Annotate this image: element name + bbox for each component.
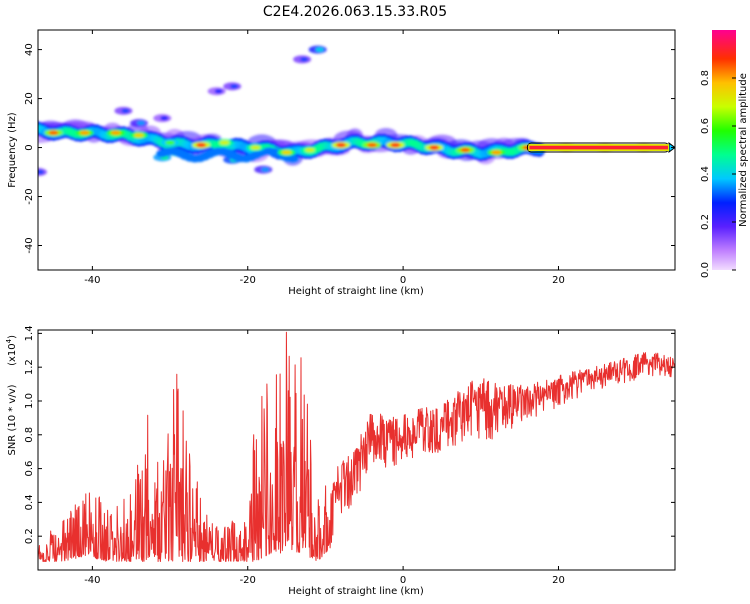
spectrogram-x-label: Height of straight line (km) bbox=[288, 286, 424, 297]
colorbar-gradient bbox=[712, 30, 736, 270]
snr-y-tick-label: 0.8 bbox=[24, 427, 35, 443]
snr-scale-exponent: 4 bbox=[5, 338, 13, 343]
spectrogram-blob-core bbox=[367, 142, 378, 148]
spectrogram-blob-core bbox=[390, 142, 401, 148]
spectrogram-blob-core bbox=[304, 147, 315, 153]
colorbar-tick-label: 0.4 bbox=[700, 166, 711, 182]
spectrogram-secondary-core bbox=[261, 167, 270, 172]
spectrogram-y-tick-label: -40 bbox=[24, 237, 35, 253]
colorbar: 0.0 0.2 0.4 0.6 0.8 Normalized spectral ampl… bbox=[700, 30, 749, 278]
spectrogram-y-tick-label: 20 bbox=[24, 92, 35, 105]
spectrogram-secondary-core bbox=[121, 108, 130, 113]
spectrogram-blob-core bbox=[219, 140, 230, 145]
spectrogram-blob-core bbox=[460, 147, 471, 153]
spectrogram-blob-core bbox=[281, 150, 292, 155]
snr-y-tick-label: 1.4 bbox=[24, 325, 35, 341]
snr-scale-label: (x104) bbox=[5, 335, 18, 366]
spectrogram-blob-core bbox=[491, 150, 502, 155]
snr-scale-prefix: (x10 bbox=[7, 343, 18, 366]
spectrogram-x-tick-label: -20 bbox=[240, 275, 256, 286]
spectrogram-tail-core bbox=[529, 145, 668, 150]
spectrogram-secondary-core bbox=[214, 89, 223, 94]
snr-y-ticks: 1.4 1.2 1.0 0.8 0.6 0.4 0.2 bbox=[24, 325, 675, 544]
snr-x-ticks: -40 -20 0 20 bbox=[84, 330, 565, 586]
spectrogram-blob-core bbox=[196, 142, 207, 148]
spectrogram-blob-group bbox=[38, 45, 653, 177]
spectrogram-blob-core bbox=[250, 145, 261, 150]
spectrogram-blob-core bbox=[133, 133, 144, 138]
spectrogram-y-tick-label: -20 bbox=[24, 188, 35, 204]
snr-y-tick-label: 1.2 bbox=[24, 359, 35, 375]
colorbar-label: Normalized spectral amplitude bbox=[738, 73, 749, 227]
snr-y-label: SNR (10 * v/v) bbox=[7, 384, 18, 455]
spectrogram-x-ticks: -40 -20 0 20 bbox=[84, 30, 565, 286]
snr-series-line bbox=[38, 331, 675, 562]
spectrogram-y-tick-label: 0 bbox=[24, 144, 35, 150]
spectrogram-secondary-core bbox=[160, 116, 169, 121]
snr-panel: -40 -20 0 20 1.4 1.2 1.0 0.8 0.6 0.4 0.2 Height o… bbox=[5, 325, 676, 597]
spectrogram-secondary-core bbox=[136, 121, 145, 126]
snr-y-tick-label: 0.6 bbox=[24, 461, 35, 477]
colorbar-tick-label: 0.8 bbox=[700, 70, 711, 86]
colorbar-ticks: 0.0 0.2 0.4 0.6 0.8 bbox=[700, 70, 736, 278]
colorbar-tick-label: 0.0 bbox=[700, 262, 711, 278]
spectrogram-y-ticks: 40 20 0 -20 -40 bbox=[24, 43, 675, 254]
spectrogram-frame bbox=[37, 29, 676, 271]
svg-text:(x104): (x104) bbox=[5, 335, 18, 366]
snr-x-tick-label: 20 bbox=[552, 575, 565, 586]
spectrogram-blob-core bbox=[48, 130, 59, 136]
snr-y-tick-label: 0.2 bbox=[24, 528, 35, 544]
colorbar-tick-label: 0.2 bbox=[700, 214, 711, 230]
spectrogram-blob-core bbox=[110, 130, 121, 136]
spectrogram-blob-core bbox=[165, 140, 176, 145]
spectrogram-blob-core bbox=[335, 142, 346, 148]
spectrogram-x-tick-label: -40 bbox=[84, 275, 100, 286]
spectrogram-lower-band bbox=[286, 154, 299, 163]
spectrogram-secondary-core bbox=[300, 57, 309, 62]
spectrogram-y-label: Frequency (Hz) bbox=[7, 112, 18, 188]
snr-frame bbox=[37, 329, 676, 571]
colorbar-tick-label: 0.6 bbox=[700, 118, 711, 134]
snr-x-tick-label: 0 bbox=[400, 575, 406, 586]
spectrogram-blob-core bbox=[79, 130, 90, 136]
figure-title: C2E4.2026.063.15.33.R05 bbox=[263, 4, 447, 20]
snr-x-tick-label: -40 bbox=[84, 575, 100, 586]
snr-x-tick-label: -20 bbox=[240, 575, 256, 586]
spectrogram-blob-core bbox=[429, 145, 440, 150]
spectrogram-y-tick-label: 40 bbox=[24, 43, 35, 56]
spectrogram-secondary-core bbox=[38, 170, 44, 175]
spectrogram-x-tick-label: 0 bbox=[400, 275, 406, 286]
snr-y-tick-label: 1.0 bbox=[24, 393, 35, 409]
spectrogram-panel: -40 -20 0 20 40 20 0 -20 -40 Height of straight… bbox=[7, 29, 676, 297]
snr-y-tick-label: 0.4 bbox=[24, 494, 35, 510]
spectrogram-secondary-core bbox=[315, 47, 324, 52]
spectrogram-heat-layer bbox=[38, 45, 675, 177]
spectrogram-secondary-core bbox=[230, 84, 239, 89]
snr-x-label: Height of straight line (km) bbox=[288, 586, 424, 597]
spectrogram-x-tick-label: 20 bbox=[552, 275, 565, 286]
snr-scale-close: ) bbox=[7, 335, 18, 339]
